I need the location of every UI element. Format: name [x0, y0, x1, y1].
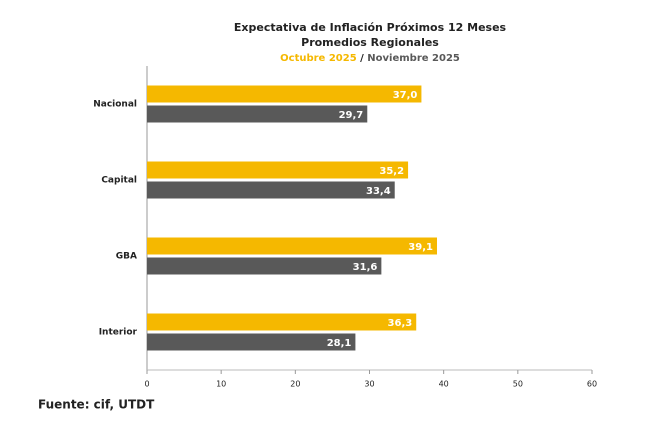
- bar: [147, 105, 368, 123]
- y-tick-label: Capital: [101, 176, 137, 186]
- x-tick-label: 20: [290, 380, 300, 389]
- y-tick-label: Interior: [99, 328, 138, 338]
- data-label: 33,4: [366, 186, 391, 197]
- data-label: 36,3: [388, 318, 413, 329]
- data-label: 39,1: [408, 242, 433, 253]
- x-tick-label: 0: [144, 380, 149, 389]
- chart-subtitle: Promedios Regionales: [301, 36, 439, 49]
- bar: [147, 333, 356, 351]
- data-label: 31,6: [353, 262, 378, 273]
- legend-separator: /: [357, 53, 368, 64]
- bar: [147, 85, 422, 103]
- legend-entry: Octubre 2025: [280, 53, 357, 64]
- bar: [147, 257, 382, 275]
- y-tick-label: GBA: [116, 252, 137, 262]
- data-label: 37,0: [393, 90, 418, 101]
- legend: Octubre 2025 / Noviembre 2025: [280, 53, 460, 64]
- source-note: Fuente: cif, UTDT: [38, 398, 155, 412]
- data-label: 28,1: [327, 338, 352, 349]
- bar: [147, 237, 437, 255]
- x-tick-label: 30: [364, 380, 374, 389]
- x-tick-label: 40: [439, 380, 449, 389]
- x-tick-label: 10: [216, 380, 226, 389]
- bar: [147, 161, 409, 179]
- y-tick-label: Nacional: [93, 100, 137, 110]
- chart-title: Expectativa de Inflación Próximos 12 Mes…: [234, 21, 507, 34]
- x-tick-label: 50: [513, 380, 523, 389]
- bar: [147, 181, 395, 199]
- legend-entry: Noviembre 2025: [367, 53, 460, 64]
- bar: [147, 313, 417, 331]
- x-tick-label: 60: [587, 380, 597, 389]
- data-label: 29,7: [339, 110, 364, 121]
- data-label: 35,2: [379, 166, 404, 177]
